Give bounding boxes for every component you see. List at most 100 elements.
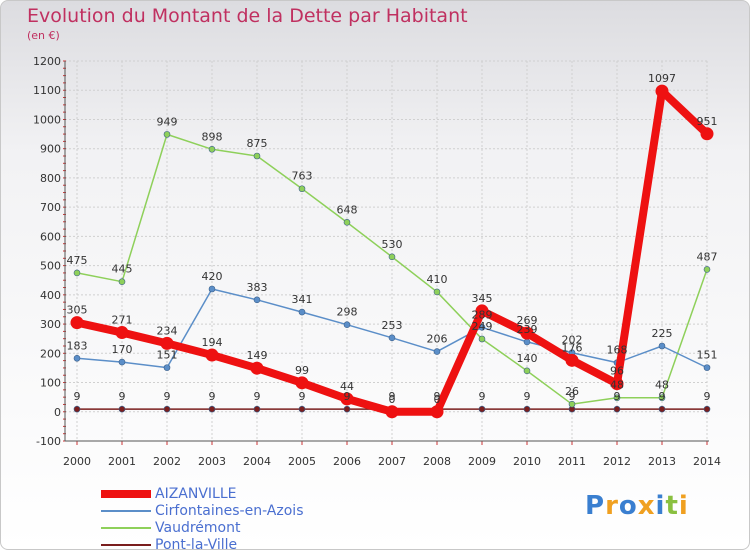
legend-label: Vaudrémont (155, 519, 241, 536)
y-tick-label: 100 (40, 377, 61, 390)
y-tick-label: 900 (40, 143, 61, 156)
series-line (73, 87, 711, 416)
data-label: 0 (434, 393, 441, 406)
data-label: 151 (697, 349, 718, 362)
legend-label: AIZANVILLE (155, 485, 237, 502)
y-tick-label: 400 (40, 289, 61, 302)
data-label: 305 (67, 304, 88, 317)
data-label: 206 (427, 333, 448, 346)
data-label: 9 (74, 390, 81, 403)
data-label: 445 (112, 263, 133, 276)
logo-letter: o (618, 491, 638, 521)
x-tick-label: 2005 (288, 455, 316, 468)
data-label: 168 (607, 344, 628, 357)
data-label: 951 (697, 115, 718, 128)
x-tick-label: 2001 (108, 455, 136, 468)
data-point (343, 321, 351, 328)
data-point (250, 361, 264, 375)
data-label: 298 (337, 306, 358, 319)
logo-letter: x (637, 491, 656, 521)
x-tick-label: 2013 (648, 455, 676, 468)
data-label: 271 (112, 314, 133, 327)
data-label: 0 (389, 393, 396, 406)
data-label: 341 (292, 293, 313, 306)
data-label: 9 (119, 390, 126, 403)
y-tick-label: 1000 (33, 113, 61, 126)
data-label: 253 (382, 319, 403, 332)
data-label: 763 (292, 170, 313, 183)
data-label: 345 (472, 292, 493, 305)
data-point (340, 392, 354, 406)
data-label: 99 (295, 364, 309, 377)
data-point (388, 334, 396, 342)
data-point (433, 348, 441, 355)
data-label: 44 (340, 380, 354, 393)
x-tick-label: 2010 (513, 455, 541, 468)
legend-swatch (101, 509, 151, 512)
data-label: 194 (202, 336, 223, 349)
data-point (700, 127, 714, 141)
x-tick-label: 2007 (378, 455, 406, 468)
data-label: 234 (157, 324, 178, 337)
chart-subtitle: (en €) (27, 29, 60, 42)
data-label: 487 (697, 250, 718, 263)
data-point (163, 405, 171, 413)
logo-letter: P (585, 491, 606, 521)
chart-title: Evolution du Montant de la Dette par Hab… (27, 5, 468, 27)
data-point (385, 405, 399, 419)
data-label: 1097 (648, 72, 676, 85)
x-tick-label: 2003 (198, 455, 226, 468)
y-tick-label: -100 (36, 435, 61, 448)
data-label: 9 (659, 390, 666, 403)
data-label: 9 (434, 390, 441, 403)
data-label: 9 (704, 390, 711, 403)
data-label: 26 (565, 385, 579, 398)
data-label: 9 (254, 390, 261, 403)
data-point (613, 405, 621, 413)
y-tick-label: 1100 (33, 84, 61, 97)
data-label: 9 (344, 390, 351, 403)
data-label: 269 (517, 314, 538, 327)
data-point (118, 278, 126, 285)
data-label: 9 (389, 390, 396, 403)
data-label: 96 (610, 365, 624, 378)
data-label: 530 (382, 238, 403, 251)
y-tick-label: 300 (40, 318, 61, 331)
data-point (253, 152, 261, 160)
data-label: 183 (67, 339, 88, 352)
data-label: 170 (112, 343, 133, 356)
data-point (565, 353, 579, 367)
data-point (253, 405, 261, 413)
data-point (208, 285, 216, 293)
y-tick-label: 1200 (33, 55, 61, 68)
legend-item: Pont-la-Ville (101, 536, 303, 550)
data-point (523, 367, 531, 375)
data-point (703, 405, 711, 413)
legend-swatch (101, 543, 151, 546)
data-label: 9 (569, 390, 576, 403)
x-tick-label: 2014 (693, 455, 721, 468)
logo-letter: t (665, 491, 679, 521)
data-label: 875 (247, 137, 268, 150)
y-tick-label: 800 (40, 172, 61, 185)
data-label: 475 (67, 254, 88, 267)
data-label: 289 (472, 308, 493, 321)
data-point (208, 145, 216, 153)
legend-label: Pont-la-Ville (155, 536, 238, 550)
data-point (253, 296, 261, 304)
y-tick-label: 600 (40, 230, 61, 243)
data-point (70, 316, 84, 330)
data-label: 410 (427, 273, 448, 286)
x-tick-label: 2012 (603, 455, 631, 468)
legend-swatch (101, 526, 151, 529)
data-label: 383 (247, 281, 268, 294)
data-label: 239 (517, 323, 538, 336)
logo-letter: r (605, 491, 619, 521)
logo-letter: i (655, 491, 666, 521)
data-point (430, 405, 444, 419)
data-point (160, 336, 174, 350)
logo-letter: i (678, 491, 689, 521)
data-label: 9 (614, 390, 621, 403)
